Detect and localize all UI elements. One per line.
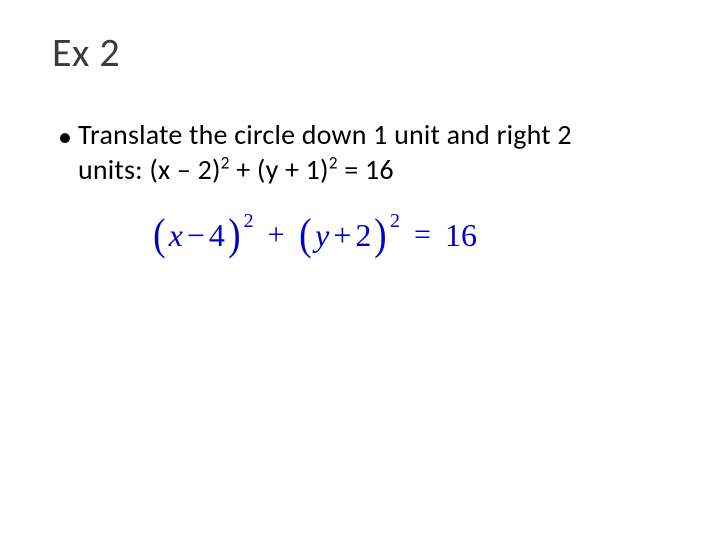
term2-inner: y+2 xyxy=(313,217,373,254)
equals-op: = xyxy=(412,218,433,252)
lparen2-icon: ( xyxy=(300,213,312,257)
answer-term1: ( x−4 ) 2 xyxy=(152,213,254,257)
bullet-icon: • xyxy=(58,119,72,154)
slide-title: Ex 2 xyxy=(52,28,668,77)
term1-op: − xyxy=(183,217,209,253)
answer-rhs: 16 xyxy=(445,217,477,254)
term2-op: + xyxy=(329,217,355,253)
term1-num: 4 xyxy=(209,217,225,253)
term1-var: x xyxy=(169,217,183,253)
rparen-icon: ) xyxy=(228,213,240,257)
lparen-icon: ( xyxy=(153,213,165,257)
term2-var: y xyxy=(315,217,329,253)
answer-equation: ( x−4 ) 2 + ( y+2 ) 2 = 16 xyxy=(152,213,668,257)
slide-container: Ex 2 • Translate the circle down 1 unit … xyxy=(0,0,720,540)
problem-exp2: 2 xyxy=(329,152,338,174)
term2-num: 2 xyxy=(355,217,371,253)
problem-text: Translate the circle down 1 unit and rig… xyxy=(78,117,572,187)
problem-bullet-row: • Translate the circle down 1 unit and r… xyxy=(58,117,668,187)
rparen2-icon: ) xyxy=(374,213,386,257)
plus-op: + xyxy=(266,218,287,252)
problem-exp1: 2 xyxy=(221,152,230,174)
problem-line1: Translate the circle down 1 unit and rig… xyxy=(78,117,572,152)
problem-line2-prefix: units: (x – 2) xyxy=(78,152,221,187)
term1-inner: x−4 xyxy=(167,217,227,254)
problem-line2-mid: + (y + 1) xyxy=(230,152,329,187)
problem-line2-suffix: = 16 xyxy=(338,152,394,187)
answer-term2: ( y+2 ) 2 xyxy=(298,213,400,257)
